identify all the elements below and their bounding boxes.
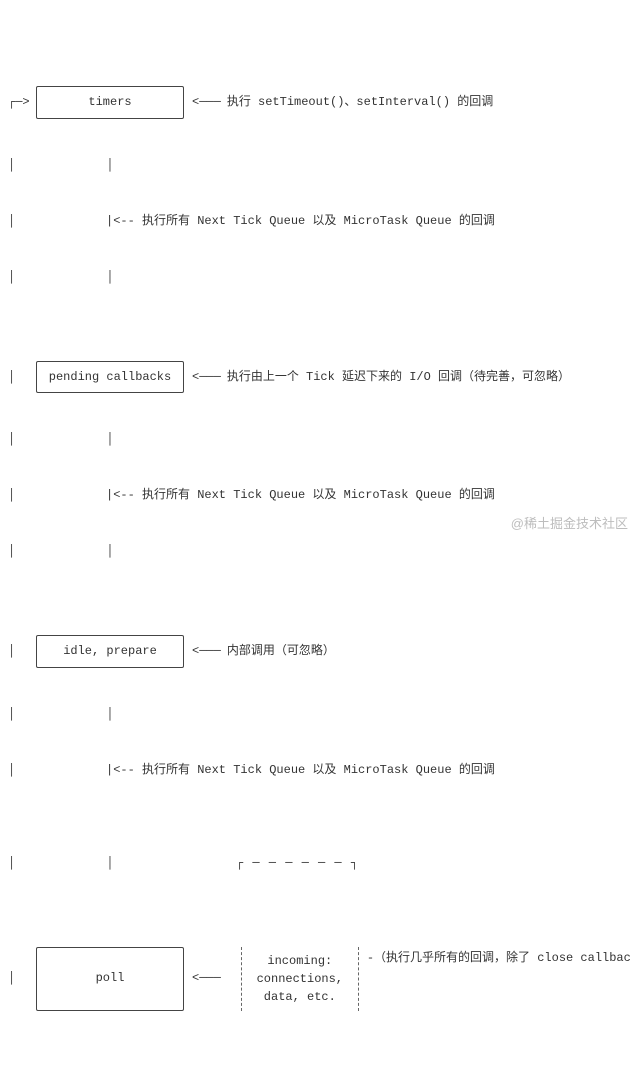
incoming-line: incoming: xyxy=(250,952,350,970)
incoming-box: incoming: connections, data, etc. xyxy=(241,947,359,1011)
phase-label: poll xyxy=(96,969,125,988)
between-text: │ |<-- 执行所有 Next Tick Queue 以及 MicroTask… xyxy=(8,486,632,505)
incoming-line: data, etc. xyxy=(250,988,350,1006)
phase-box-timers: timers xyxy=(36,86,184,119)
phase-desc: 内部调用（可忽略） xyxy=(227,642,632,661)
microtask-note: |<-- 执行所有 Next Tick Queue 以及 MicroTask Q… xyxy=(106,486,632,505)
phase-desc: 执行由上一个 Tick 延迟下来的 I/O 回调（待完善，可忽略） xyxy=(227,368,632,387)
arrow-icon: <─── xyxy=(192,368,221,387)
event-loop-diagram: ┌─> timers <─── 执行 setTimeout()、setInter… xyxy=(8,12,632,1084)
phase-desc: -（执行几乎所有的回调，除了 close callbac xyxy=(359,947,632,1011)
connector: ││ xyxy=(8,156,632,175)
between-text: │ |<-- 执行所有 Next Tick Queue 以及 MicroTask… xyxy=(8,212,632,231)
incoming-top-border: │ │ ┌ ─ ─ ─ ─ ─ ─ ┐ xyxy=(8,854,632,873)
phase-label: timers xyxy=(88,93,131,112)
arrow-icon: <─── xyxy=(192,947,221,1011)
phase-row-timers: ┌─> timers <─── 执行 setTimeout()、setInter… xyxy=(8,86,632,119)
connector: ││ xyxy=(8,542,632,561)
phase-row-idle: │ idle, prepare <─── 内部调用（可忽略） xyxy=(8,635,632,668)
connector: ││ xyxy=(8,268,632,287)
between-text: │ |<-- 执行所有 Next Tick Queue 以及 MicroTask… xyxy=(8,761,632,780)
phase-box-idle: idle, prepare xyxy=(36,635,184,668)
phase-box-poll: poll xyxy=(36,947,184,1011)
phase-label: pending callbacks xyxy=(49,368,171,387)
loop-top-connector: ┌─> xyxy=(8,93,36,112)
connector: ││ xyxy=(8,430,632,449)
arrow-icon: <─── xyxy=(192,642,221,661)
watermark-text: @稀土掘金技术社区 xyxy=(511,513,628,532)
arrow-icon: <─── xyxy=(192,93,221,112)
microtask-note: |<-- 执行所有 Next Tick Queue 以及 MicroTask Q… xyxy=(106,761,632,780)
phase-row-pending: │ pending callbacks <─── 执行由上一个 Tick 延迟下… xyxy=(8,361,632,394)
incoming-line: connections, xyxy=(250,970,350,988)
microtask-note: |<-- 执行所有 Next Tick Queue 以及 MicroTask Q… xyxy=(106,212,632,231)
connector: ││ xyxy=(8,705,632,724)
phase-row-poll: │ poll <─── incoming: connections, data,… xyxy=(8,947,632,1011)
phase-desc: 执行 setTimeout()、setInterval() 的回调 xyxy=(227,93,632,112)
phase-box-pending: pending callbacks xyxy=(36,361,184,394)
phase-label: idle, prepare xyxy=(63,642,157,661)
